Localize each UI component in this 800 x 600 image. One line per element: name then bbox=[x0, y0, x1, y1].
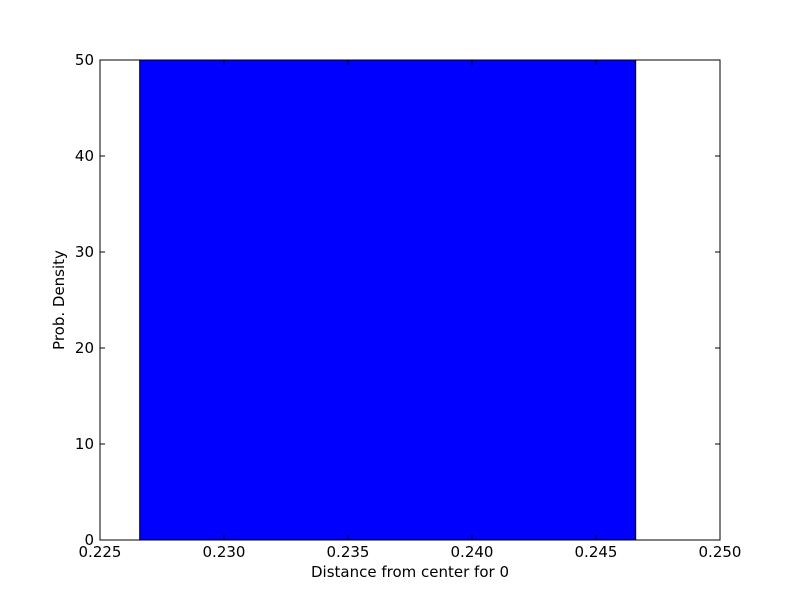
x-tick-label: 0.250 bbox=[699, 543, 742, 561]
x-tick-label: 0.245 bbox=[575, 543, 618, 561]
x-tick-label: 0.235 bbox=[327, 543, 370, 561]
tick-labels-group: 0.225 0.230 0.235 0.240 0.245 0.250 0 10 20 30 40 5… bbox=[75, 51, 742, 561]
y-axis-label: Prob. Density bbox=[50, 250, 68, 350]
x-tick-label: 0.240 bbox=[451, 543, 494, 561]
y-tick-label: 40 bbox=[75, 147, 94, 165]
y-tick-label: 20 bbox=[75, 339, 94, 357]
histogram-bar bbox=[139, 59, 637, 541]
x-tick-label: 0.225 bbox=[79, 543, 122, 561]
x-axis-label: Distance from center for 0 bbox=[311, 563, 509, 581]
x-tick-label: 0.230 bbox=[203, 543, 246, 561]
y-tick-label: 0 bbox=[84, 531, 94, 549]
bars-group bbox=[139, 59, 637, 541]
y-tick-label: 30 bbox=[75, 243, 94, 261]
y-tick-label: 10 bbox=[75, 435, 94, 453]
plot-frame bbox=[99, 59, 721, 541]
y-tick-label: 50 bbox=[75, 51, 94, 69]
